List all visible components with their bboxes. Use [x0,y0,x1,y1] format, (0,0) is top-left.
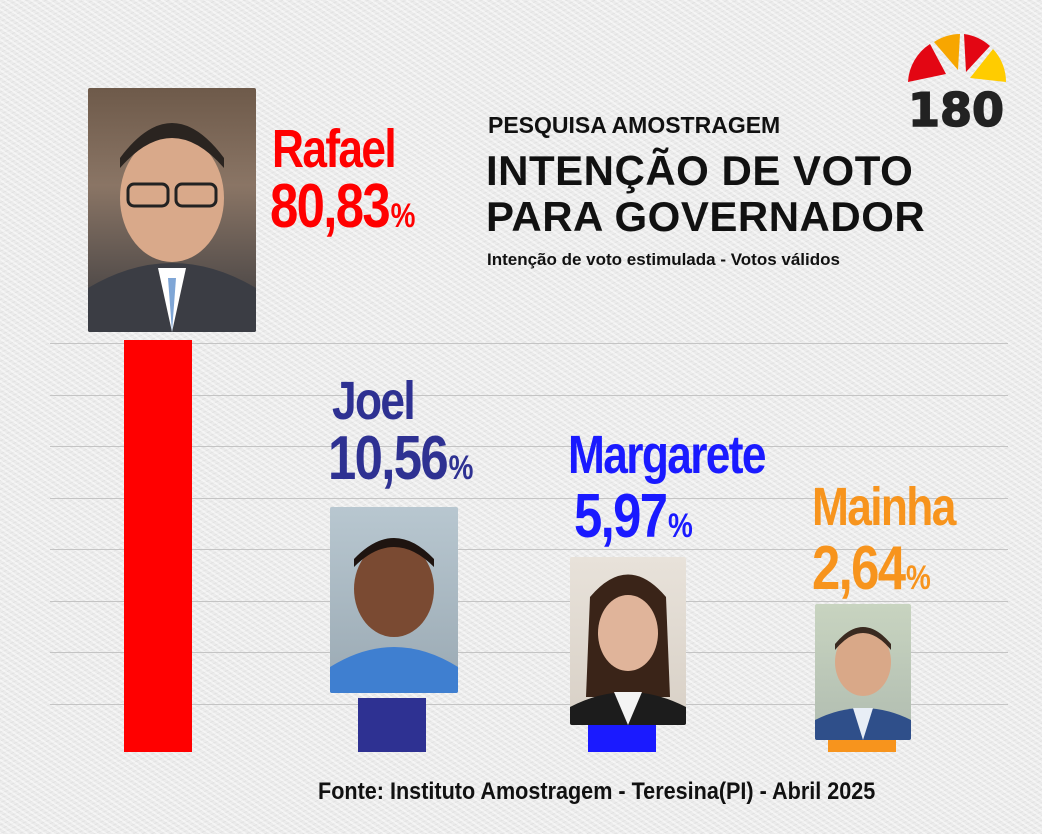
value-mainha: 2,64% [812,538,931,600]
photo-rafael [88,88,256,332]
photo-margarete [570,557,686,725]
name-rafael: Rafael [272,119,397,179]
value-joel-number: 10,56 [328,424,449,493]
value-margarete: 5,97% [574,486,693,548]
subtitle: Intenção de voto estimulada - Votos váli… [487,250,840,269]
gridline [50,549,1008,550]
photo-joel [330,507,458,693]
logo-text: 180 [908,83,1004,130]
value-joel-unit: % [448,449,474,487]
logo-180: 180 [900,30,1012,138]
name-margarete: Margarete [568,425,767,485]
name-mainha: Mainha [812,477,956,537]
source-note: Fonte: Instituto Amostragem - Teresina(P… [318,778,876,805]
name-joel: Joel [332,371,416,431]
value-margarete-number: 5,97 [574,482,668,551]
value-mainha-number: 2,64 [812,534,906,603]
value-rafael-unit: % [390,197,416,235]
value-mainha-unit: % [906,559,931,597]
value-rafael: 80,83% [270,176,415,238]
gridline [50,601,1008,602]
page-title: INTENÇÃO DE VOTO PARA GOVERNADOR [486,148,925,240]
bar-margarete [588,721,656,752]
sun-logo-icon: 180 [907,34,1007,138]
portrait-joel-icon [330,538,458,693]
bar-mainha [828,738,896,752]
gridline [50,704,1008,705]
bar-rafael [124,340,192,752]
bar-joel [358,698,426,752]
gridline [50,652,1008,653]
gridline [50,343,1008,344]
photo-mainha [815,604,911,740]
value-joel: 10,56% [328,428,473,490]
title-line-1: INTENÇÃO DE VOTO [486,147,914,194]
portrait-margarete-icon [570,574,686,725]
value-rafael-number: 80,83 [270,172,391,241]
pesquisa-label: PESQUISA AMOSTRAGEM [488,112,781,138]
portrait-mainha-icon [815,627,911,740]
portrait-rafael-icon [88,123,256,332]
gridline [50,446,1008,447]
value-margarete-unit: % [668,507,693,545]
gridline [50,395,1008,396]
title-line-2: PARA GOVERNADOR [486,193,926,240]
gridline [50,498,1008,499]
